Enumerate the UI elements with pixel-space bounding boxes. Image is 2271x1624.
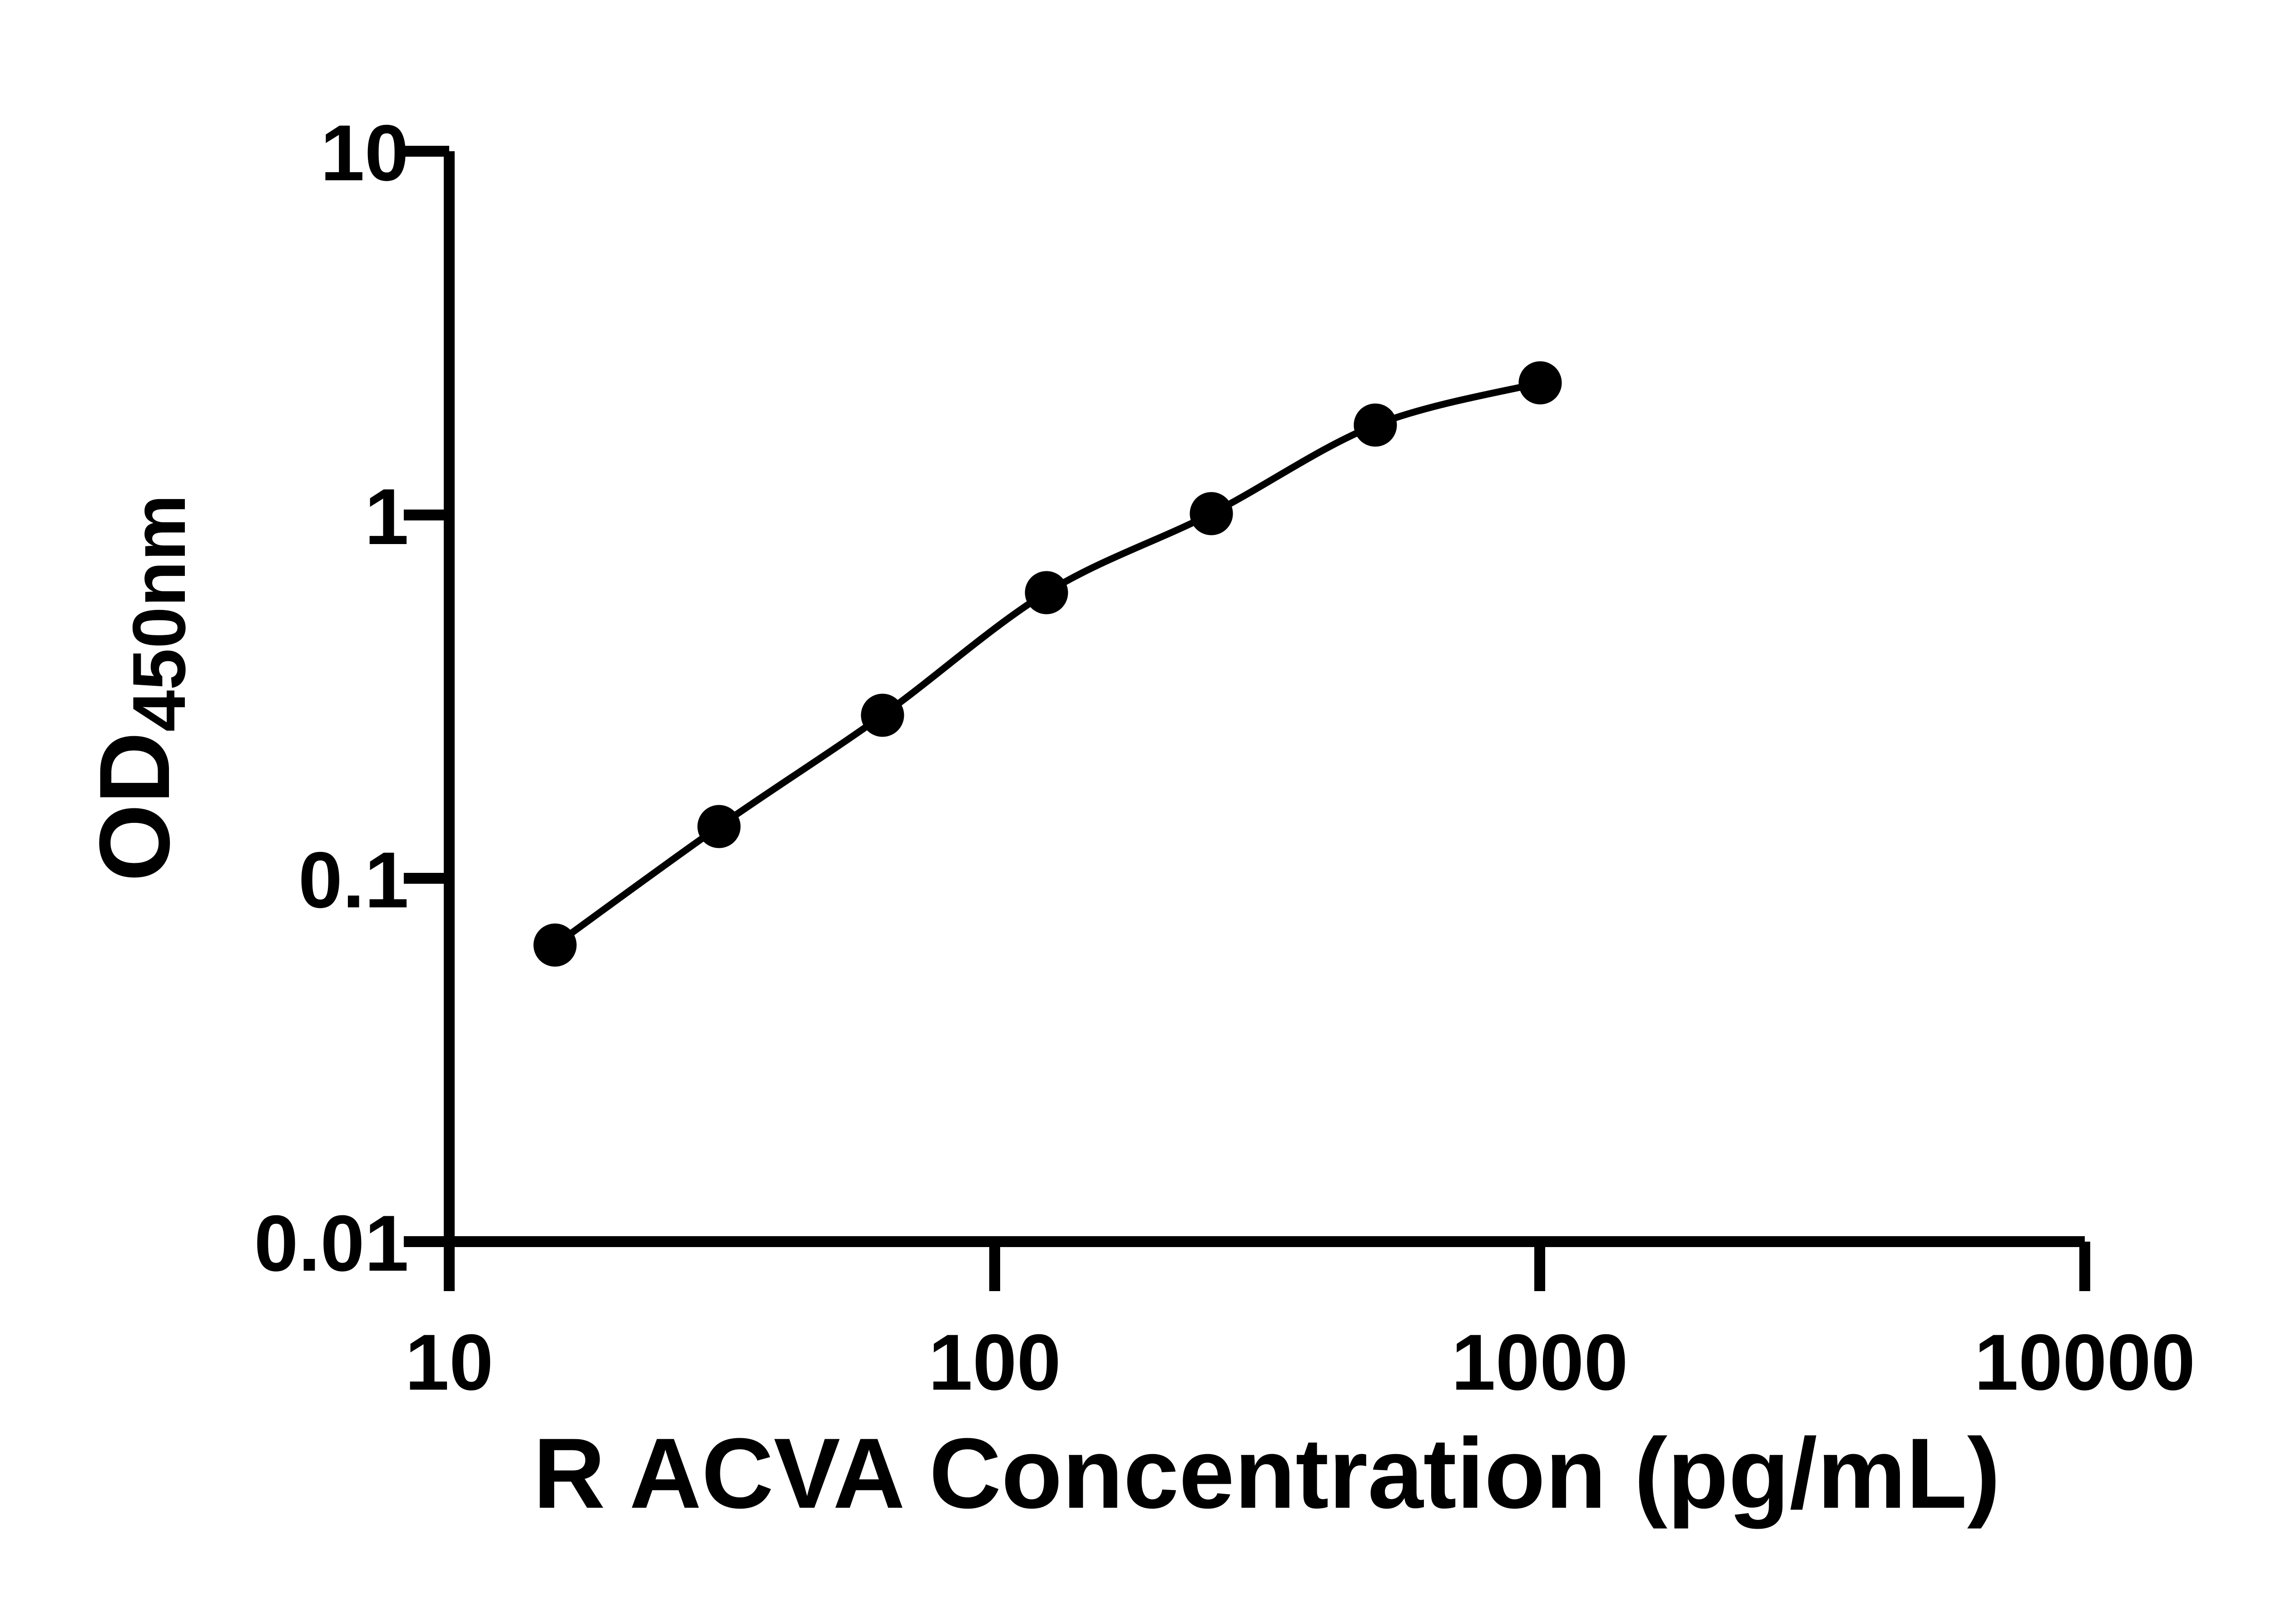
svg-text:1000: 1000 [1451,1318,1628,1407]
svg-text:10: 10 [405,1318,494,1407]
svg-text:0.01: 0.01 [254,1199,409,1288]
svg-text:10: 10 [320,109,409,198]
svg-text:OD450nm: OD450nm [79,495,201,882]
svg-text:0.1: 0.1 [298,836,409,925]
svg-text:1: 1 [365,473,409,561]
svg-text:100: 100 [928,1318,1061,1407]
svg-text:10000: 10000 [1974,1318,2196,1407]
svg-text:R ACVA Concentration (pg/mL): R ACVA Concentration (pg/mL) [533,1417,2001,1529]
